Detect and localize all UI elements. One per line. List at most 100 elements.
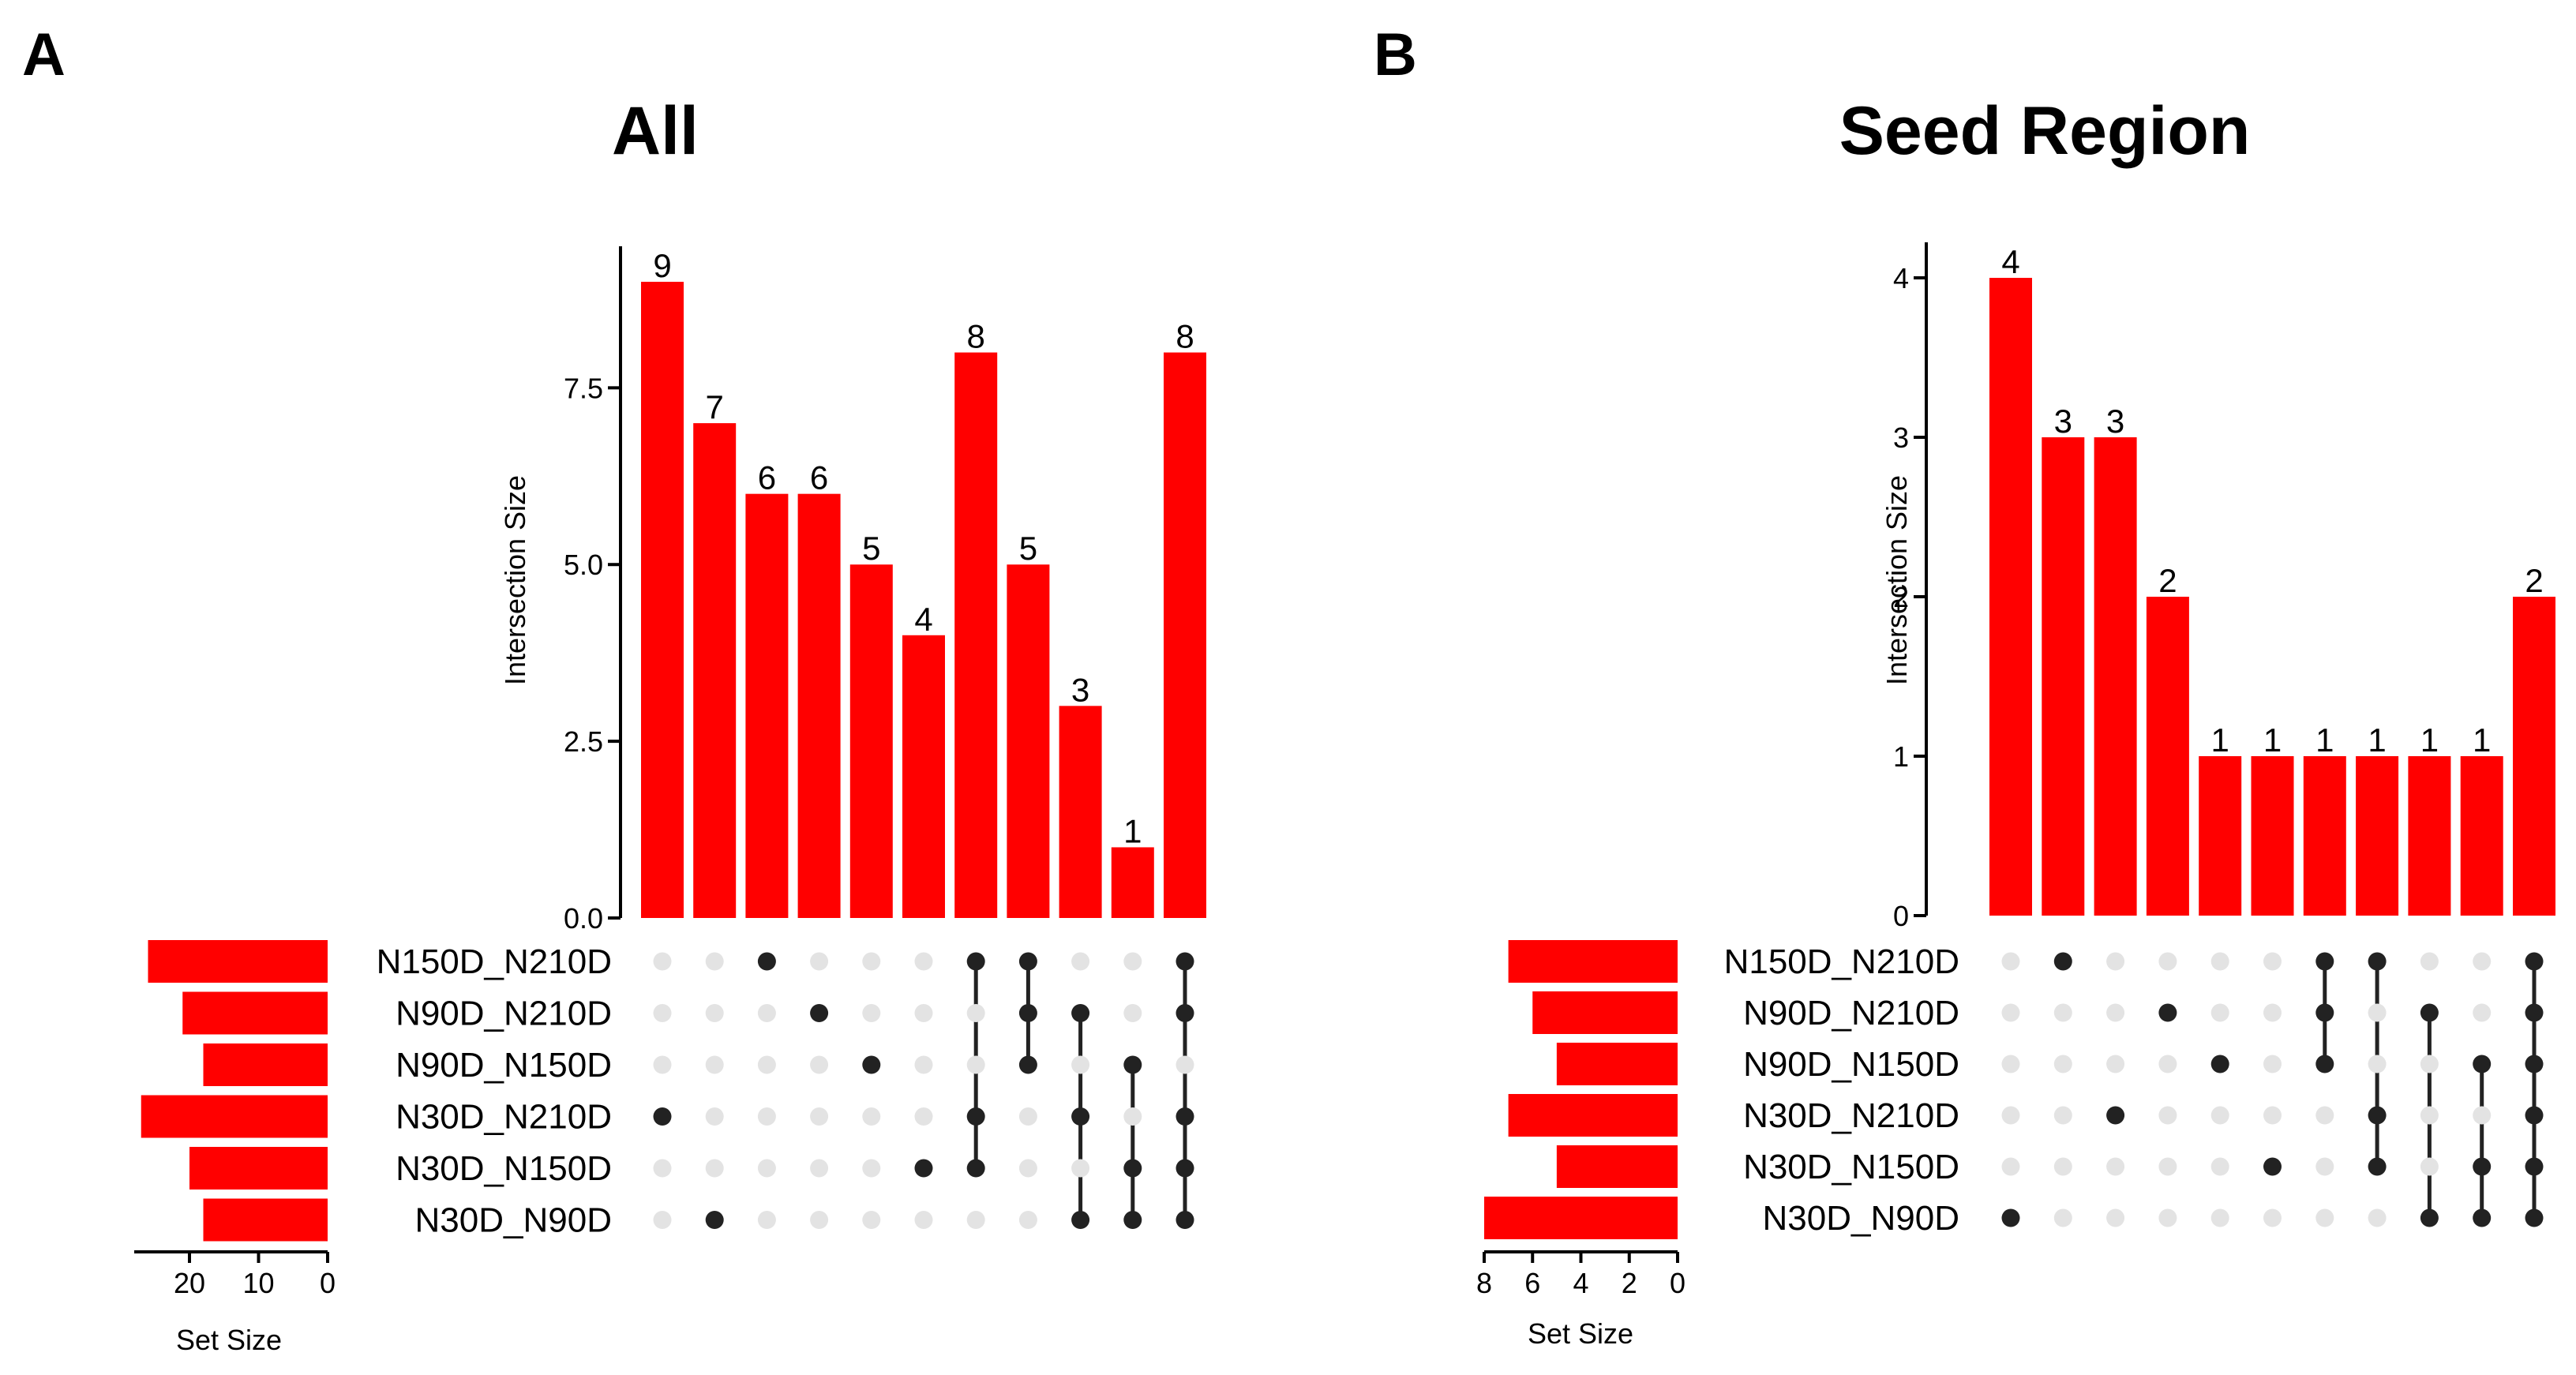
bar-value-label: 8 xyxy=(967,318,985,355)
matrix-dot-filled xyxy=(2473,1055,2492,1073)
matrix-dot-filled xyxy=(653,1107,672,1126)
matrix-dot-empty xyxy=(2263,1208,2282,1227)
matrix-dot-empty xyxy=(2001,1003,2020,1022)
bar-value-label: 4 xyxy=(2001,243,2019,280)
bar-value-label: 1 xyxy=(2315,721,2334,759)
matrix-dot-empty xyxy=(757,1004,776,1022)
matrix-dot-filled xyxy=(2053,952,2072,971)
matrix-dot-filled xyxy=(2315,1003,2334,1022)
matrix-dot-empty xyxy=(2106,1208,2125,1227)
matrix-dot-empty xyxy=(2315,1208,2334,1227)
matrix-dot-empty xyxy=(2106,952,2125,971)
matrix-dot-filled xyxy=(1123,1211,1142,1229)
matrix-dot-filled xyxy=(2263,1157,2282,1176)
matrix-dot-filled xyxy=(705,1211,724,1229)
bar-value-label: 9 xyxy=(653,247,671,284)
intersection-bar xyxy=(849,564,893,918)
matrix-dot-empty xyxy=(2473,952,2492,971)
matrix-dot-filled xyxy=(2315,1055,2334,1073)
bar-value-label: 3 xyxy=(2054,403,2072,440)
set-label: N30D_N90D xyxy=(1763,1199,1959,1238)
matrix-dot-empty xyxy=(2420,1157,2439,1176)
intersection-bar xyxy=(1007,564,1050,918)
set-label: N90D_N150D xyxy=(1743,1045,1959,1084)
set-size-tick-label: 0 xyxy=(320,1267,336,1299)
matrix-dot-empty xyxy=(2053,1157,2072,1176)
matrix-dot-empty xyxy=(2210,1157,2229,1176)
intersection-bar xyxy=(1164,352,1206,918)
set-size-bar xyxy=(141,1095,328,1138)
set-size-bar xyxy=(1508,940,1678,983)
intersection-size-axis-label: Intersection Size xyxy=(499,475,531,685)
matrix-dot-filled xyxy=(757,952,776,971)
matrix-dot-filled xyxy=(2001,1208,2020,1227)
y-tick-label: 7.5 xyxy=(564,372,603,404)
matrix-dot-filled xyxy=(1018,1055,1037,1074)
intersection-bar xyxy=(745,493,789,918)
intersection-bar xyxy=(2094,437,2137,916)
matrix-dot-empty xyxy=(1123,1107,1142,1126)
matrix-dot-empty xyxy=(810,1107,829,1126)
matrix-dot-empty xyxy=(2158,1208,2177,1227)
bar-value-label: 1 xyxy=(2211,721,2229,759)
matrix-dot-empty xyxy=(2368,1055,2387,1073)
matrix-dot-empty xyxy=(2315,1106,2334,1125)
intersection-bar xyxy=(954,352,998,918)
set-label: N150D_N210D xyxy=(1724,942,1959,981)
matrix-dot-empty xyxy=(2368,1003,2387,1022)
y-tick-label: 4 xyxy=(1893,262,1909,294)
matrix-dot-empty xyxy=(2001,1106,2020,1125)
set-size-tick-label: 10 xyxy=(242,1267,274,1299)
matrix-dot-empty xyxy=(2420,1055,2439,1073)
matrix-dot-empty xyxy=(966,1055,985,1074)
intersection-bar xyxy=(2408,756,2451,916)
set-size-axis-label: Set Size xyxy=(1528,1317,1633,1350)
matrix-dot-empty xyxy=(862,1004,881,1022)
matrix-dot-empty xyxy=(1071,952,1090,971)
set-size-bar xyxy=(1508,1094,1678,1137)
panel-letter-a: A xyxy=(22,21,66,88)
matrix-dot-filled xyxy=(1176,1211,1194,1229)
intersection-bar xyxy=(2251,756,2294,916)
matrix-dot-empty xyxy=(1018,1211,1037,1229)
matrix-dot-empty xyxy=(2158,1055,2177,1073)
set-size-axis-label: Set Size xyxy=(176,1324,282,1356)
matrix-dot-empty xyxy=(2315,1157,2334,1176)
matrix-dot-empty xyxy=(2210,952,2229,971)
matrix-dot-filled xyxy=(1018,952,1037,971)
bar-value-label: 2 xyxy=(2158,562,2177,599)
intersection-bar xyxy=(2199,756,2242,916)
set-size-tick-label: 2 xyxy=(1622,1267,1637,1299)
matrix-dot-empty xyxy=(2263,1003,2282,1022)
set-size-tick-label: 20 xyxy=(174,1267,205,1299)
matrix-dot-empty xyxy=(705,952,724,971)
matrix-dot-empty xyxy=(810,1055,829,1074)
matrix-dot-filled xyxy=(1176,1159,1194,1178)
set-size-bar xyxy=(203,1043,328,1086)
intersection-bar xyxy=(641,282,684,918)
matrix-dot-empty xyxy=(653,1055,672,1074)
set-size-bar xyxy=(1556,1043,1678,1085)
intersection-bar xyxy=(1989,278,2032,916)
bar-value-label: 3 xyxy=(1071,671,1089,708)
matrix-dot-filled xyxy=(1071,1004,1090,1022)
set-label: N30D_N210D xyxy=(1743,1096,1959,1135)
panel-title-a: All xyxy=(612,93,699,169)
matrix-dot-empty xyxy=(810,952,829,971)
intersection-bar xyxy=(1059,706,1102,918)
matrix-dot-filled xyxy=(862,1055,881,1074)
matrix-dot-filled xyxy=(2368,952,2387,971)
matrix-dot-empty xyxy=(757,1211,776,1229)
bar-value-label: 5 xyxy=(862,530,880,567)
matrix-dot-filled xyxy=(2420,1003,2439,1022)
panel-a: A All Intersection Size Set Size 0.0 2.5 5… xyxy=(22,21,1206,1356)
matrix-dot-empty xyxy=(705,1004,724,1022)
bar-value-label: 6 xyxy=(758,459,776,496)
matrix-dot-filled xyxy=(1176,1004,1194,1022)
matrix-dot-filled xyxy=(914,1159,933,1178)
intersection-bar xyxy=(693,423,737,918)
matrix-dot-empty xyxy=(705,1055,724,1074)
matrix-dot-filled xyxy=(2473,1208,2492,1227)
bar-value-label: 1 xyxy=(2263,721,2282,759)
matrix-dot-filled xyxy=(1176,1107,1194,1126)
